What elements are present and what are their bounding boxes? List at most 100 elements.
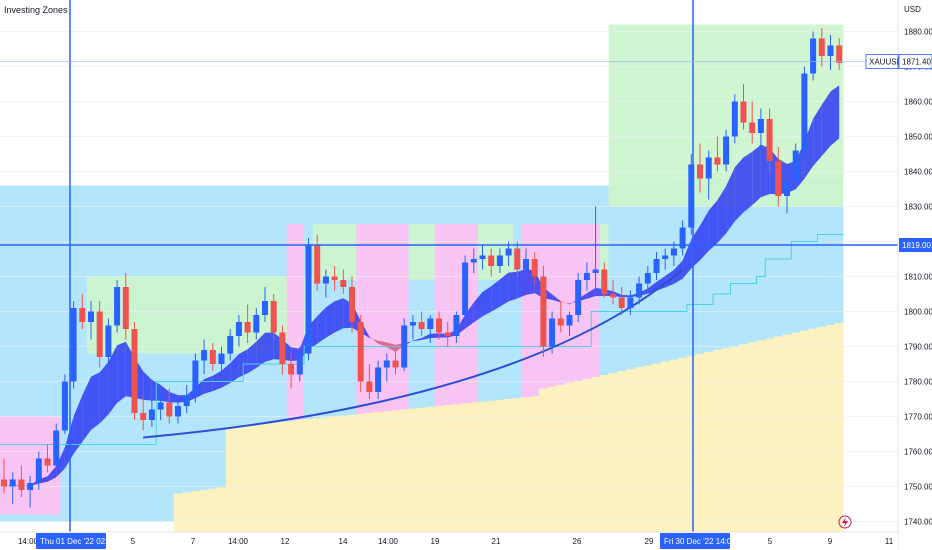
candle	[540, 266, 547, 357]
ma-band-segment	[656, 276, 666, 291]
price-tick-label: 1830.00	[904, 203, 932, 212]
candle-body	[653, 259, 660, 273]
candle-body	[792, 150, 799, 182]
candle-body	[836, 45, 843, 63]
candle	[35, 451, 42, 490]
candle	[444, 322, 451, 347]
candle-body	[723, 136, 730, 165]
candle-body	[305, 245, 312, 354]
ma-band-segment	[378, 340, 387, 348]
candle-body	[427, 318, 434, 329]
candle	[557, 301, 564, 333]
candle	[731, 94, 738, 144]
ma-band-segment	[73, 395, 83, 454]
candle	[296, 346, 303, 382]
crosshair-date-tag	[660, 533, 730, 549]
price-tick-label: 1740.00	[904, 518, 932, 527]
candle	[801, 66, 808, 158]
candle-body	[409, 322, 416, 326]
ma-band-segment	[369, 336, 379, 344]
candle	[96, 301, 103, 368]
candle-body	[288, 364, 295, 375]
ma-band-segment	[143, 371, 152, 401]
price-tags: XAUUSD 1871.40 1819.00	[865, 54, 932, 252]
candle-body	[270, 301, 277, 333]
candle-layer	[1, 28, 843, 508]
candle	[836, 38, 843, 70]
candle	[131, 322, 138, 420]
candle	[349, 276, 355, 333]
candle	[697, 143, 703, 193]
candle-body	[479, 255, 486, 259]
candle	[653, 252, 660, 280]
ma-band-segment	[238, 349, 248, 378]
candle-body	[740, 101, 747, 123]
ma-band-segment	[491, 279, 500, 312]
candle-body	[818, 38, 825, 56]
ma-band-segment	[99, 361, 109, 424]
candle	[601, 262, 608, 298]
candle-body	[749, 122, 756, 133]
zone-pink-6	[356, 224, 409, 424]
candle-body	[131, 329, 138, 413]
candle-body	[79, 308, 86, 322]
symbol-tag-text: XAUUSD	[869, 58, 903, 67]
candle	[114, 280, 121, 333]
candle-body	[775, 161, 782, 196]
ma-band-segment	[473, 292, 483, 323]
time-tick-label: 14	[339, 537, 348, 546]
ma-band-segment	[717, 186, 727, 243]
ma-band-segment	[586, 287, 596, 299]
ma-band-segment	[204, 375, 213, 394]
price-axis[interactable]: 1740.00 1750.00 1760.00 1770.00 1780.00 1790.…	[904, 28, 932, 527]
ma-band-segment	[247, 341, 257, 374]
candle	[523, 248, 529, 280]
candle	[1, 458, 7, 494]
lightning-icon[interactable]	[838, 515, 852, 529]
candle-body	[192, 360, 199, 396]
candle	[792, 143, 799, 189]
candle-body	[35, 458, 42, 483]
ma-band-segment	[404, 340, 413, 346]
indicator-title[interactable]: Investing Zones	[4, 5, 68, 15]
candle-body	[418, 322, 425, 329]
ma-band-segment	[117, 341, 126, 403]
candle	[514, 241, 521, 277]
last-price-tag-text: 1871.40	[902, 58, 931, 67]
candle	[322, 269, 329, 298]
candle	[427, 315, 434, 343]
crosshair-price-tag-text: 1819.00	[902, 241, 931, 250]
time-tick-label: 11	[885, 537, 894, 546]
ma-band-segment	[465, 302, 474, 329]
candle-body	[810, 38, 817, 74]
candle-body	[531, 259, 538, 277]
ma-band-segment	[752, 144, 761, 206]
ma-band-segment	[734, 157, 744, 222]
candle	[775, 147, 782, 207]
candle	[810, 31, 817, 81]
candle-body	[314, 245, 321, 284]
candle-body	[375, 367, 382, 392]
ma-band-segment	[708, 200, 718, 251]
candle-body	[505, 248, 512, 256]
candle	[314, 234, 321, 291]
ma-band-segment	[830, 85, 840, 146]
candle-body	[244, 322, 251, 333]
candle	[44, 444, 51, 473]
ma-band-segment	[256, 332, 265, 368]
candle-body	[401, 325, 408, 368]
ma-band-segment	[804, 118, 814, 179]
ma-band-segment	[325, 301, 335, 338]
ma-band-segment	[56, 447, 65, 478]
price-tick-label: 1840.00	[904, 168, 932, 177]
candle-body	[662, 255, 669, 259]
candle	[644, 266, 651, 291]
candle-body	[44, 458, 51, 466]
candle	[201, 339, 208, 375]
candle-body	[61, 381, 68, 431]
price-tick-label: 1770.00	[904, 413, 932, 422]
candle-body	[540, 276, 547, 347]
candle-body	[436, 318, 442, 333]
